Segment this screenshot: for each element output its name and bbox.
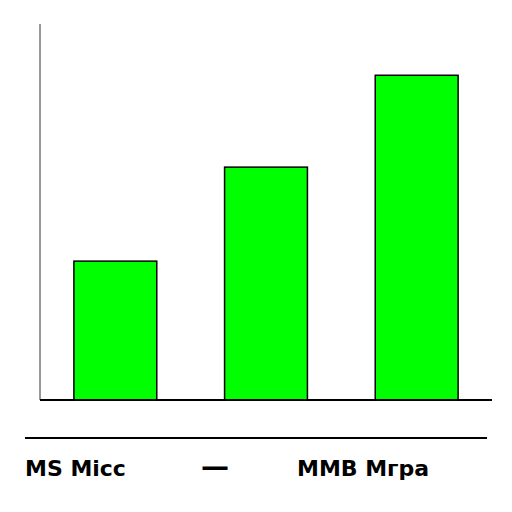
x-axis-line [40,399,492,401]
bar [74,261,157,400]
chart-container: MS Micc — MMB Мгра [0,0,512,512]
bar [375,75,458,400]
annotation-rule [25,437,487,439]
bars [74,75,458,400]
y-axis-line [40,24,41,400]
annotation: MS Micc [25,456,126,481]
bar [225,167,308,400]
chart: MS Micc — MMB Мгра [0,0,512,512]
annotation: — [201,450,229,483]
annotation: MMB Мгра [297,456,429,481]
